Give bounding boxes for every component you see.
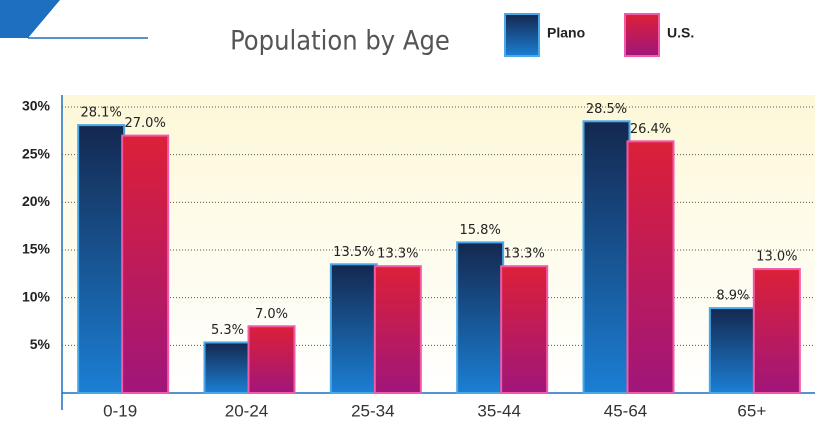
bar (456, 241, 505, 394)
value-label: 27.0% (125, 116, 166, 131)
legend-swatch (504, 13, 540, 57)
value-label: 13.3% (504, 247, 545, 262)
bar (373, 265, 422, 394)
bar (708, 307, 757, 394)
x-tick-label: 35-44 (477, 401, 520, 420)
bar (247, 325, 296, 394)
bar (582, 120, 631, 395)
bar (500, 265, 549, 394)
y-tick-label: 25% (22, 145, 51, 161)
bar (121, 134, 170, 394)
legend-swatch (624, 13, 660, 57)
legend-label: U.S. (667, 25, 694, 41)
value-label: 13.5% (333, 245, 374, 260)
chart-title: Population by Age (230, 26, 450, 57)
y-tick-label: 10% (22, 288, 51, 304)
value-label: 28.5% (586, 102, 627, 117)
value-label: 26.4% (630, 122, 671, 137)
value-label: 15.8% (460, 223, 501, 238)
y-tick-label: 5% (30, 336, 51, 352)
legend-label: Plano (547, 25, 585, 41)
value-label: 13.0% (756, 250, 797, 265)
y-tick-label: 30% (22, 98, 51, 114)
y-tick-label: 15% (22, 241, 51, 257)
x-tick-label: 45-64 (604, 401, 647, 420)
decor (0, 0, 60, 38)
value-label: 5.3% (211, 323, 244, 338)
value-label: 7.0% (255, 307, 288, 322)
value-label: 8.9% (716, 289, 749, 304)
plot-area (62, 95, 815, 393)
bar (626, 140, 675, 394)
bar (752, 268, 801, 395)
value-label: 28.1% (81, 106, 122, 121)
bar (77, 124, 126, 394)
x-tick-label: 25-34 (351, 401, 394, 420)
x-tick-label: 20-24 (225, 401, 268, 420)
value-label: 13.3% (377, 247, 418, 262)
x-tick-label: 0-19 (103, 401, 137, 420)
bar (203, 341, 252, 394)
y-tick-label: 20% (22, 193, 51, 209)
bar (329, 263, 378, 394)
x-tick-label: 65+ (737, 401, 766, 420)
